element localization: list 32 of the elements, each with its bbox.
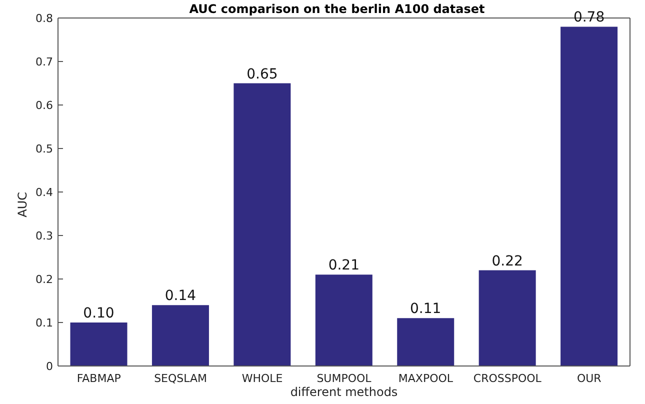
bar — [70, 322, 128, 366]
y-tick-label: 0 — [46, 360, 53, 373]
data-label: 0.10 — [83, 306, 114, 322]
y-tick-label: 0.4 — [36, 186, 53, 199]
y-tick-label: 0.2 — [36, 272, 53, 286]
bar — [560, 26, 618, 366]
y-tick-label: 0.8 — [36, 12, 53, 25]
bar — [234, 83, 291, 366]
bar — [315, 274, 372, 366]
data-label: 0.65 — [246, 66, 278, 82]
data-label: 0.14 — [164, 288, 196, 304]
x-axis-title: different methods — [290, 385, 398, 399]
y-tick-label: 0.6 — [36, 98, 53, 112]
x-tick-label: SEQSLAM — [154, 372, 208, 385]
data-label: 0.21 — [328, 258, 360, 274]
x-tick-label: MAXPOOL — [398, 372, 454, 385]
y-tick-label: 0.3 — [36, 229, 53, 242]
y-axis-title: AUC — [15, 192, 30, 218]
data-label: 0.11 — [410, 301, 442, 318]
x-tick-label: FABMAP — [76, 372, 122, 385]
y-tick-label: 0.1 — [36, 316, 53, 330]
x-tick-label: WHOLE — [242, 372, 283, 385]
bar — [397, 318, 454, 366]
data-label: 0.22 — [492, 253, 523, 270]
x-tick-label: SUMPOOL — [316, 372, 372, 385]
x-tick-label: CROSSPOOL — [473, 372, 542, 385]
x-tick-label: OUR — [576, 372, 602, 385]
bar — [152, 305, 209, 366]
y-tick-label: 0.7 — [36, 55, 53, 68]
bar — [478, 270, 536, 366]
y-tick-label: 0.5 — [36, 142, 53, 156]
chart-title: AUC comparison on the berlin A100 dataset — [189, 2, 485, 16]
